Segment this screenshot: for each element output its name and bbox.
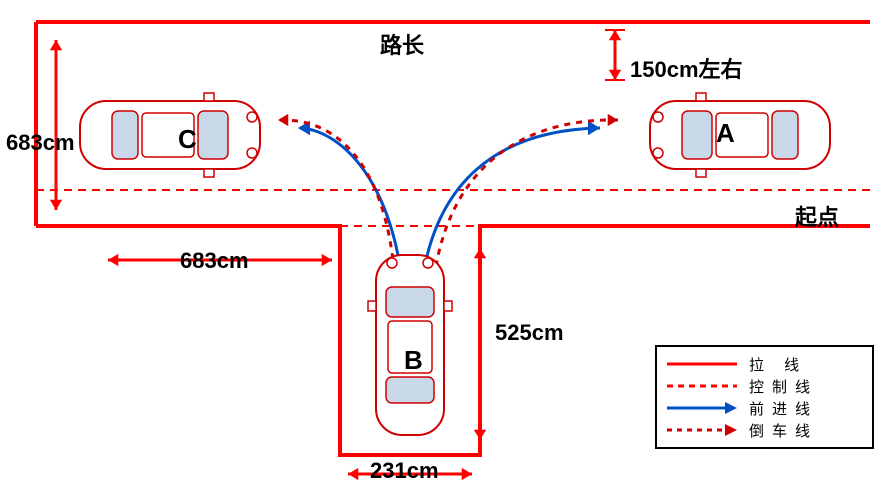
label-bay-width: 231cm xyxy=(370,458,439,484)
label-car-c: C xyxy=(178,124,197,155)
legend-row-dashed: 控制线 xyxy=(667,375,862,397)
legend-label-forward: 前进线 xyxy=(749,398,818,419)
label-car-a: A xyxy=(716,118,735,149)
car-a xyxy=(650,93,830,177)
car-c xyxy=(80,93,260,177)
label-left-height: 683cm xyxy=(6,130,75,156)
legend-row-reverse: 倒车线 xyxy=(667,419,862,441)
legend-label-dashed: 控制线 xyxy=(749,376,818,397)
legend-row-forward: 前进线 xyxy=(667,397,862,419)
legend-label-reverse: 倒车线 xyxy=(749,420,818,441)
legend-label-solid: 拉 线 xyxy=(749,354,807,375)
legend-row-solid: 拉 线 xyxy=(667,353,862,375)
label-left-width: 683cm xyxy=(180,248,249,274)
label-bay-depth: 525cm xyxy=(495,320,564,346)
legend: 拉 线 控制线 前进线 倒车线 xyxy=(655,345,874,449)
label-road-length: 路长 xyxy=(380,28,424,60)
label-car-b: B xyxy=(404,345,423,376)
label-start: 起点 xyxy=(795,200,839,232)
label-top-gap: 150cm左右 xyxy=(630,52,743,84)
